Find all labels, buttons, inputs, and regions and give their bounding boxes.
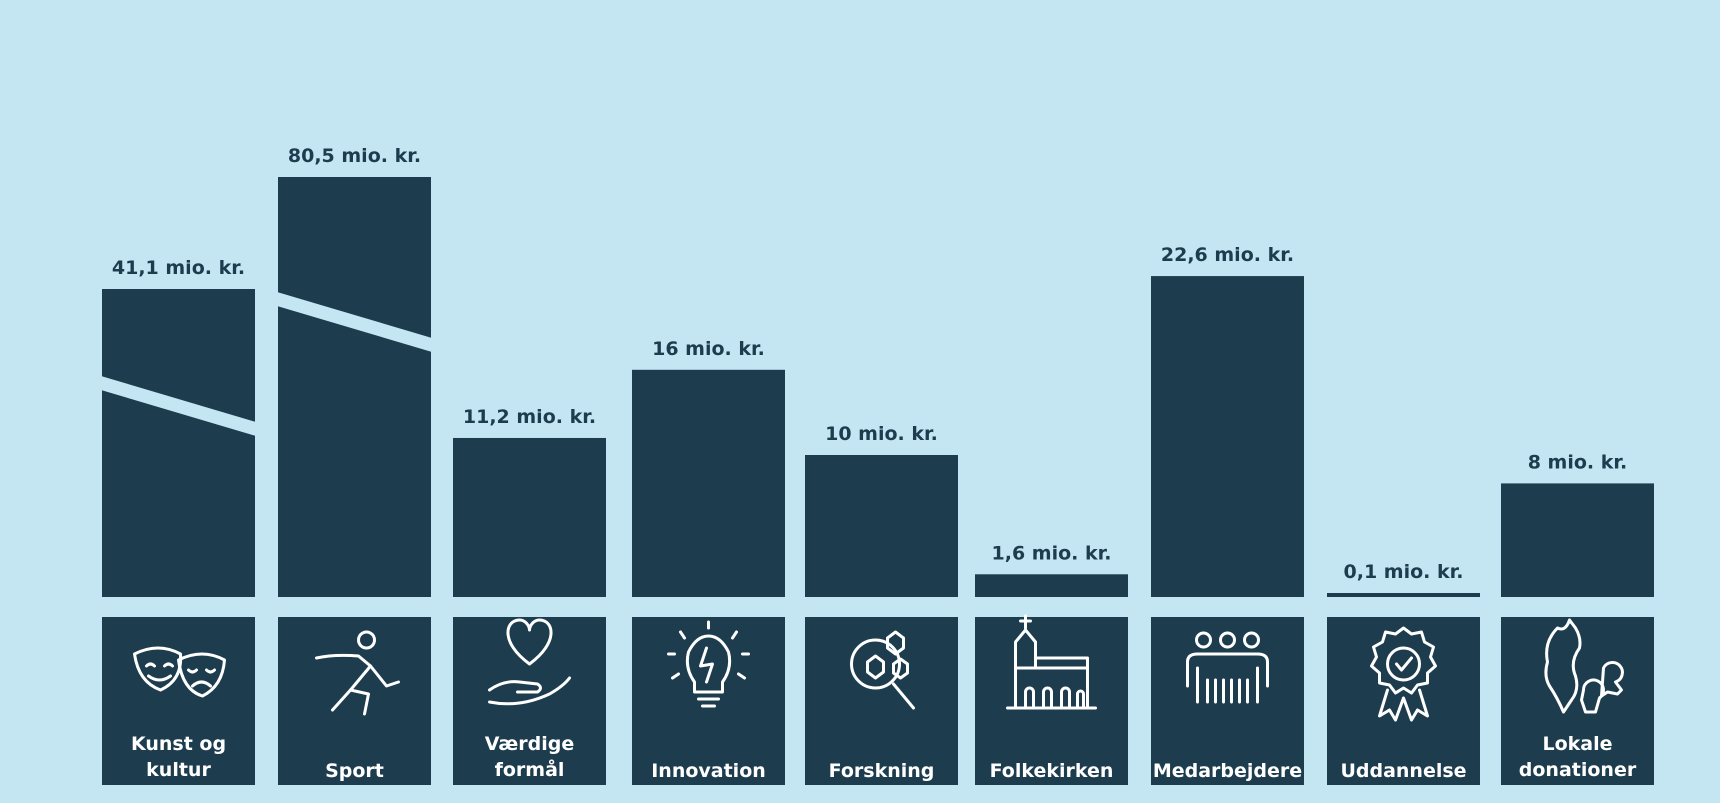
- bar-8: [1327, 593, 1480, 597]
- value-label-2: 80,5 mio. kr.: [288, 145, 421, 167]
- value-label-1: 41,1 mio. kr.: [112, 257, 245, 279]
- running-person-icon: [315, 630, 400, 716]
- map-people-icon: [1544, 618, 1624, 714]
- magnifier-molecule-icon: [850, 630, 915, 710]
- bar-5: [805, 455, 958, 597]
- theater-masks-icon: [133, 646, 226, 698]
- category-label-4: Innovation: [651, 760, 766, 782]
- value-label-7: 22,6 mio. kr.: [1161, 244, 1294, 266]
- axis-break-1: [101, 376, 256, 436]
- award-rosette-icon: [1370, 626, 1437, 722]
- category-label-9: Lokale: [1542, 733, 1612, 755]
- bar-4: [632, 369, 785, 597]
- value-label-9: 8 mio. kr.: [1528, 451, 1628, 473]
- category-box-4: [632, 617, 785, 785]
- category-label-8: Uddannelse: [1340, 760, 1466, 782]
- value-label-3: 11,2 mio. kr.: [463, 406, 596, 428]
- bar-7: [1151, 276, 1304, 597]
- category-box-2: [278, 617, 431, 785]
- value-label-5: 10 mio. kr.: [825, 423, 938, 445]
- category-label-1: Kunst og: [131, 733, 226, 755]
- bar-2: [278, 177, 431, 597]
- bar-1: [102, 289, 255, 597]
- category-label-5: Forskning: [829, 760, 935, 782]
- category-label-2: Sport: [325, 760, 384, 782]
- category-label-6: Folkekirken: [990, 760, 1114, 782]
- category-label-7: Medarbejdere: [1153, 760, 1302, 782]
- value-label-6: 1,6 mio. kr.: [992, 542, 1112, 564]
- category-box-5: [805, 617, 958, 785]
- bar-6: [975, 574, 1128, 597]
- people-group-icon: [1186, 631, 1269, 704]
- lightbulb-icon: [667, 620, 750, 708]
- heart-in-hand-icon: [488, 618, 571, 706]
- bar-3: [453, 437, 606, 597]
- category-label-9: donationer: [1519, 759, 1637, 781]
- category-label-1: kultur: [146, 759, 211, 781]
- category-label-3: Værdige: [485, 733, 575, 755]
- axis-break-2: [277, 292, 432, 352]
- category-box-9: [1501, 617, 1654, 785]
- value-label-4: 16 mio. kr.: [652, 338, 765, 360]
- category-box-7: [1151, 617, 1304, 785]
- category-box-1: [102, 617, 255, 785]
- category-label-3: formål: [495, 757, 565, 781]
- church-icon: [1006, 614, 1097, 710]
- value-label-8: 0,1 mio. kr.: [1344, 561, 1464, 583]
- bar-9: [1501, 483, 1654, 597]
